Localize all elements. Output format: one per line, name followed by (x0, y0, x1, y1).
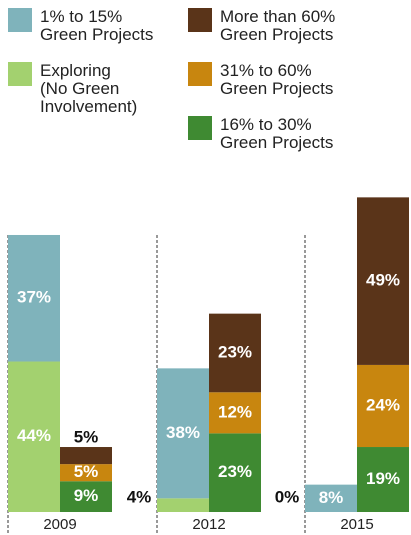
bar-segment (357, 364, 409, 448)
legend-swatch (8, 62, 32, 86)
bar-segment (357, 447, 409, 512)
legend-swatch (188, 116, 212, 140)
bar-segment (357, 197, 409, 365)
x-tick-label: 2015 (340, 516, 373, 533)
bar-segment (8, 361, 60, 512)
bar-segment (305, 484, 357, 512)
data-label: 19% (366, 469, 400, 488)
legend-label: 31% to 60% Green Projects (220, 61, 334, 98)
legend-swatch (188, 8, 212, 32)
legend-item: 31% to 60% Green Projects (188, 62, 333, 98)
legend-label: 1% to 15% Green Projects (40, 7, 154, 44)
legend-item: 1% to 15% Green Projects (8, 8, 153, 44)
legend-label: Exploring (No Green Involvement) (40, 61, 138, 116)
bar-segment (60, 447, 112, 465)
data-label: 23% (218, 462, 252, 481)
data-label: 24% (366, 395, 400, 414)
bar-segment (209, 313, 261, 393)
data-label: 44% (17, 426, 51, 445)
data-label: 12% (218, 402, 252, 421)
bar-segment (8, 234, 60, 362)
data-label: 23% (218, 342, 252, 361)
x-tick-label: 2012 (192, 516, 225, 533)
data-label: 4% (127, 487, 152, 506)
data-label: 9% (74, 486, 99, 505)
bar-segment (60, 464, 112, 482)
data-label: 38% (166, 423, 200, 442)
data-label: 8% (319, 488, 344, 507)
legend-label: 16% to 30% Green Projects (220, 115, 334, 152)
bar-segment (157, 368, 209, 499)
x-tick-label: 2009 (43, 516, 76, 533)
legend-item: More than 60% Green Projects (188, 8, 335, 44)
bar-segment (157, 498, 209, 512)
bar-segment (209, 433, 261, 512)
legend-swatch (8, 8, 32, 32)
bar-segment (209, 392, 261, 434)
bar-segment (60, 481, 112, 512)
data-label: 37% (17, 288, 51, 307)
data-label: 0% (275, 487, 300, 506)
data-label: 49% (366, 271, 400, 290)
legend-item: Exploring (No Green Involvement) (8, 62, 137, 116)
legend-swatch (188, 62, 212, 86)
legend-label: More than 60% Green Projects (220, 7, 336, 44)
data-label: 5% (74, 428, 99, 447)
data-label: 5% (74, 462, 99, 481)
legend-item: 16% to 30% Green Projects (188, 116, 333, 152)
